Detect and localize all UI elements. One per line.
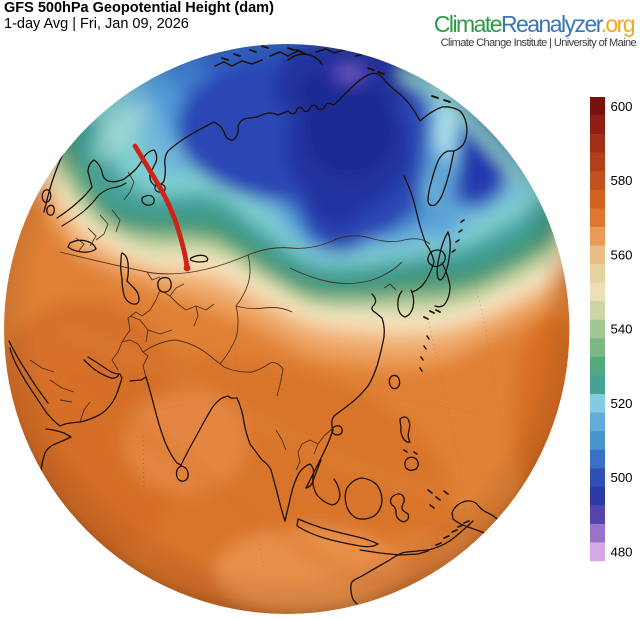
svg-text:560: 560	[611, 247, 633, 262]
svg-text:500: 500	[611, 470, 633, 485]
svg-text:480: 480	[611, 544, 633, 559]
svg-text:520: 520	[611, 396, 633, 411]
svg-text:580: 580	[611, 173, 633, 188]
svg-text:540: 540	[611, 322, 633, 337]
svg-text:600: 600	[611, 99, 633, 114]
